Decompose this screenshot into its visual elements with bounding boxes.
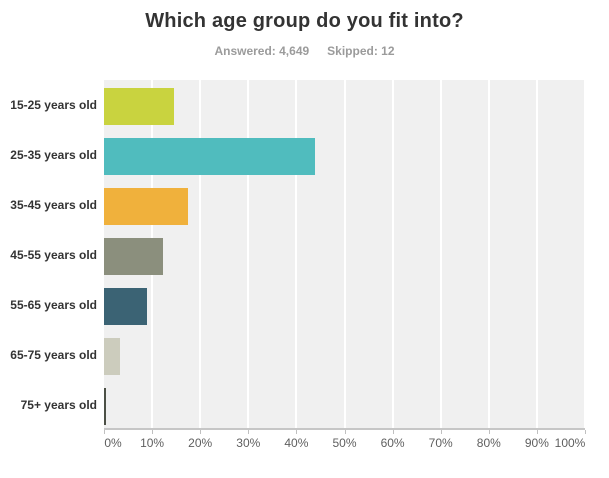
gridline: [247, 80, 250, 428]
x-tick-label: 60%: [380, 436, 405, 450]
axis-tick: [585, 430, 586, 434]
gridline: [295, 80, 298, 428]
x-tick-label: 80%: [476, 436, 501, 450]
gridline: [199, 80, 202, 428]
chart-subtitle: Answered: 4,649 Skipped: 12: [0, 44, 609, 58]
x-tick-label: 20%: [188, 436, 213, 450]
plot-area: [104, 80, 586, 434]
axis-tick: [296, 430, 298, 434]
x-tick-label: 40%: [284, 436, 309, 450]
category-label: 25-35 years old: [10, 148, 97, 162]
percent-axis-labels: 0% 10% 20% 30% 40% 50% 60% 70% 80% 90% 100%: [104, 436, 585, 452]
bar-75+-years-old: [104, 388, 107, 425]
bar-25-35-years-old: [104, 138, 316, 175]
x-tick-label: 90%: [524, 436, 549, 450]
axis-tick: [392, 430, 394, 434]
category-axis-labels: 15-25 years old 25-35 years old 35-45 year…: [0, 80, 97, 430]
category-label: 55-65 years old: [10, 298, 97, 312]
bar-45-55-years-old: [104, 238, 164, 275]
axis-tick: [200, 430, 202, 434]
skipped-count-label: Skipped: 12: [327, 44, 395, 58]
bar-65-75-years-old: [104, 338, 121, 375]
axis-tick: [488, 430, 490, 434]
bar-55-65-years-old: [104, 288, 147, 325]
answered-count-label: Answered: 4,649: [214, 44, 310, 58]
gridline: [487, 80, 490, 428]
x-tick-label: 30%: [236, 436, 261, 450]
axis-tick: [104, 430, 105, 434]
category-label: 75+ years old: [20, 398, 97, 412]
category-label: 65-75 years old: [10, 348, 97, 362]
x-tick-label: 100%: [554, 436, 586, 450]
category-label: 45-55 years old: [10, 248, 97, 262]
gridline: [584, 80, 586, 428]
axis-tick: [152, 430, 154, 434]
category-label: 35-45 years old: [10, 198, 97, 212]
x-tick-label: 70%: [428, 436, 453, 450]
x-tick-label: 50%: [332, 436, 357, 450]
axis-tick: [536, 430, 538, 434]
gridline: [343, 80, 346, 428]
axis-tick: [344, 430, 346, 434]
x-tick-label: 0%: [104, 436, 122, 450]
chart-title: Which age group do you fit into?: [145, 10, 464, 32]
gridline: [535, 80, 538, 428]
bar-35-45-years-old: [104, 188, 188, 225]
axis-tick: [440, 430, 442, 434]
gridline: [439, 80, 442, 428]
x-tick-label: 10%: [140, 436, 165, 450]
axis-tick: [248, 430, 250, 434]
gridline: [391, 80, 394, 428]
category-label: 15-25 years old: [10, 98, 97, 112]
bar-15-25-years-old: [104, 88, 175, 125]
